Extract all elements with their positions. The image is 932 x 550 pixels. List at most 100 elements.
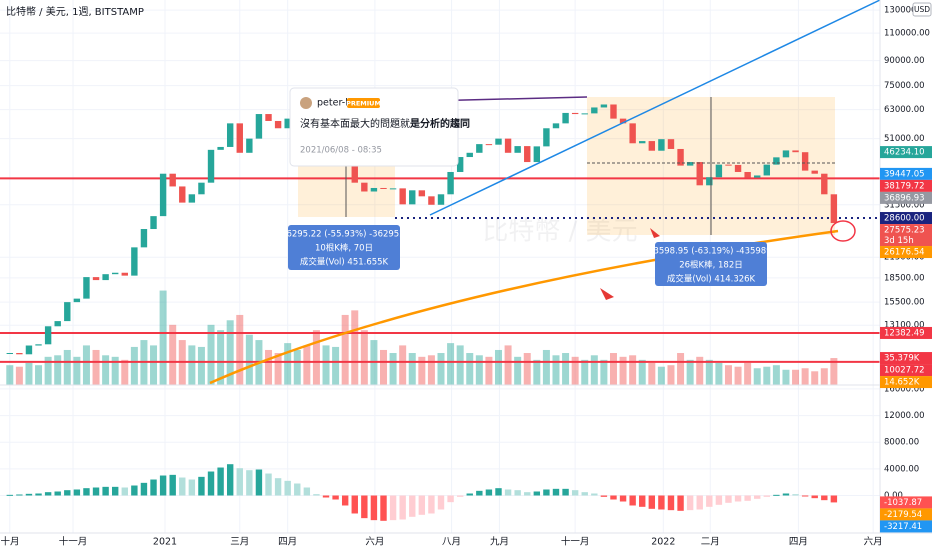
price-badge bbox=[880, 352, 932, 365]
volume-bar bbox=[303, 345, 311, 385]
macd-bar bbox=[591, 493, 598, 496]
macd-bar bbox=[667, 495, 675, 511]
macd-bar bbox=[514, 490, 521, 496]
volume-bar bbox=[600, 359, 608, 385]
candle bbox=[226, 123, 234, 147]
macd-bar bbox=[380, 495, 387, 521]
volume-bar bbox=[820, 368, 828, 385]
candle bbox=[44, 326, 52, 345]
currency-badge[interactable] bbox=[912, 2, 932, 17]
candle bbox=[265, 114, 272, 121]
candle bbox=[25, 345, 33, 355]
price-badge bbox=[880, 326, 932, 339]
volume-bar bbox=[6, 365, 14, 385]
candle bbox=[533, 146, 541, 163]
candle bbox=[447, 171, 454, 195]
macd-bar bbox=[821, 495, 828, 501]
volume-bar bbox=[667, 365, 675, 385]
candle bbox=[543, 128, 550, 147]
volume-bar bbox=[638, 359, 646, 385]
candle bbox=[207, 149, 215, 183]
volume-bar bbox=[437, 353, 445, 385]
macd-bar bbox=[351, 495, 358, 514]
volume-bar bbox=[782, 369, 790, 385]
volume-bar bbox=[312, 330, 320, 385]
volume-bar bbox=[427, 355, 435, 385]
annotation-card[interactable]: peter-l PREMIUM 沒有基本面最大的問題就是分析的趨同 2021/0… bbox=[289, 87, 470, 167]
candle bbox=[83, 277, 90, 299]
x-tick-label: 六月 bbox=[365, 536, 384, 548]
macd-bar bbox=[782, 493, 790, 496]
macd-bar bbox=[92, 487, 100, 496]
volume-bar bbox=[744, 362, 752, 385]
price-badge-label: 10027.72 bbox=[884, 366, 925, 376]
volume-bar bbox=[523, 353, 531, 385]
volume-bar bbox=[619, 356, 627, 385]
macd-bar bbox=[370, 495, 378, 521]
candle bbox=[715, 164, 723, 178]
chart-title: 比特幣 / 美元, 1週, BITSTAMP bbox=[6, 5, 144, 18]
measure-text: 成交量(Vol) 414.326K bbox=[667, 274, 756, 285]
candle bbox=[629, 123, 636, 144]
candle bbox=[552, 123, 560, 129]
measure-text: 成交量(Vol) 451.655K bbox=[300, 257, 389, 268]
y-tick-label: 51000.00 bbox=[884, 134, 925, 144]
volume-bar bbox=[581, 359, 589, 385]
macd-bar bbox=[648, 495, 656, 509]
y-tick-label: 110000.00 bbox=[884, 29, 930, 39]
candle bbox=[399, 188, 406, 205]
volume-bar bbox=[322, 345, 330, 385]
price-badge-label: 14.652K bbox=[884, 378, 920, 388]
candle bbox=[591, 107, 598, 114]
macd-bar bbox=[562, 488, 569, 496]
candle bbox=[351, 152, 358, 183]
price-badge bbox=[880, 212, 932, 225]
volume-bar bbox=[792, 369, 800, 385]
author: peter-l bbox=[317, 98, 348, 109]
macd-bar bbox=[773, 494, 780, 496]
macd-bar bbox=[361, 495, 368, 519]
candle bbox=[159, 173, 167, 217]
candle bbox=[610, 104, 617, 119]
candle bbox=[782, 150, 790, 158]
y-tick-label: 31500.00 bbox=[884, 200, 925, 210]
price-badge bbox=[880, 146, 932, 159]
macd-bar bbox=[581, 492, 588, 496]
candle bbox=[188, 194, 196, 203]
macd-bar bbox=[169, 474, 176, 496]
volume-bar bbox=[475, 355, 483, 385]
candle bbox=[600, 104, 608, 108]
candle bbox=[16, 353, 23, 355]
note-date: 2021/06/08 - 08:35 bbox=[300, 146, 382, 156]
macd-bar bbox=[706, 495, 713, 507]
macd-bar bbox=[734, 495, 742, 502]
candle bbox=[485, 144, 493, 146]
x-tick-label: 三月 bbox=[230, 537, 249, 548]
volume-bar bbox=[265, 349, 273, 385]
x-tick-label: 二月 bbox=[701, 537, 720, 548]
macd-bar bbox=[744, 495, 751, 501]
macd-bar bbox=[552, 488, 560, 496]
macd-bar bbox=[763, 495, 771, 497]
candle bbox=[217, 146, 224, 150]
price-badge-label: -3217.41 bbox=[884, 522, 922, 532]
price-badge bbox=[880, 376, 932, 389]
candle bbox=[54, 321, 61, 327]
volume-bar bbox=[753, 368, 761, 385]
volume-bar bbox=[121, 359, 129, 385]
macd-bar bbox=[754, 495, 761, 499]
volume-bar bbox=[629, 355, 637, 385]
macd-bar bbox=[686, 495, 694, 511]
volume-bar bbox=[245, 334, 253, 385]
macd-bar bbox=[284, 480, 291, 496]
candle bbox=[667, 139, 675, 149]
note-bold: 是分析的趨同 bbox=[409, 117, 470, 130]
candle bbox=[102, 274, 109, 281]
volume-bar bbox=[485, 356, 493, 385]
volume-bar bbox=[188, 345, 196, 385]
candle bbox=[734, 164, 742, 172]
volume-bar bbox=[811, 371, 819, 385]
macd-bar bbox=[44, 492, 52, 496]
macd-bar bbox=[159, 475, 167, 496]
volume-bar bbox=[715, 362, 723, 385]
